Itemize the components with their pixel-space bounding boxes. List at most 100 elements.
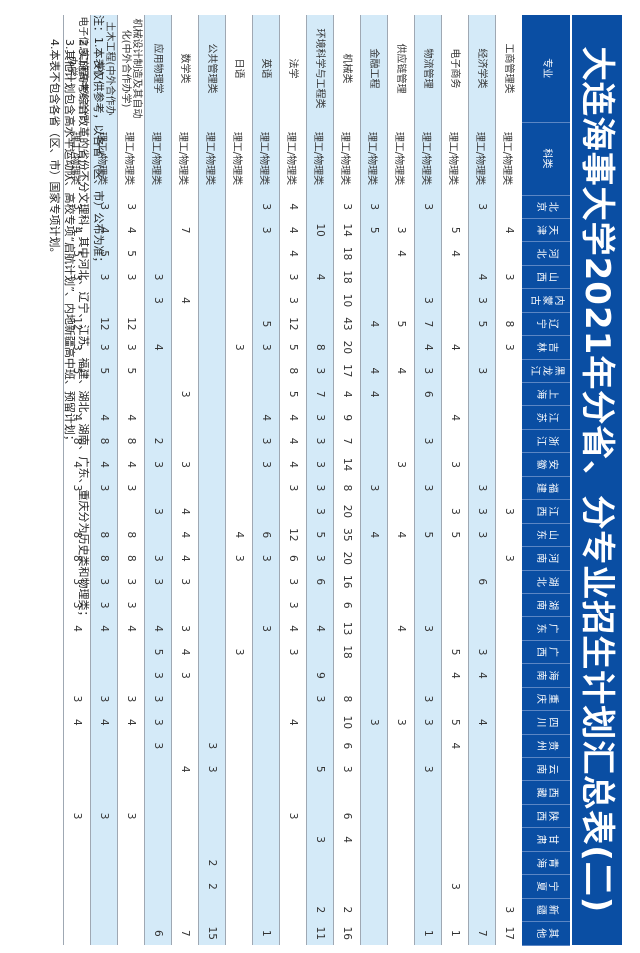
quota-cell: 4	[279, 429, 307, 453]
quota-cell: 11	[306, 921, 334, 945]
quota-cell: 6	[468, 570, 496, 594]
quota-cell: 3	[360, 710, 388, 735]
quota-cell	[387, 405, 415, 430]
quota-cell	[333, 851, 361, 875]
major-cell: 电子商务	[441, 15, 469, 122]
quota-cell	[225, 827, 253, 852]
quota-cell: 3	[441, 874, 469, 899]
quota-cell	[495, 405, 522, 430]
province-label: 福建	[535, 482, 558, 493]
quota-cell: 4	[387, 359, 415, 383]
quota-cell	[414, 570, 442, 594]
quota-cell	[252, 476, 280, 500]
quota-cell	[252, 288, 280, 313]
quota-cell	[117, 874, 145, 899]
quota-cell: 3	[306, 687, 334, 711]
major-cell: 金融工程	[360, 15, 388, 122]
quota-cell: 3	[360, 195, 388, 219]
quota-cell	[225, 757, 253, 781]
quota-cell: 4	[468, 710, 496, 735]
quota-cell	[252, 359, 280, 383]
province-label: 山西	[535, 272, 558, 283]
quota-cell: 17	[495, 921, 522, 945]
quota-cell: 3	[414, 359, 442, 383]
major-cell: 机械设计制造及其自动化(中外合作办学)	[117, 15, 145, 122]
quota-cell: 10	[333, 288, 361, 313]
quota-cell: 4	[171, 288, 199, 313]
quota-cell	[198, 265, 226, 289]
header-province: 宁夏	[522, 874, 570, 899]
quota-cell: 3	[117, 570, 145, 594]
quota-cell	[171, 874, 199, 899]
header-province: 四川	[522, 710, 570, 735]
quota-cell	[333, 780, 361, 805]
quota-cell: 6	[333, 804, 361, 828]
quota-cell	[441, 429, 469, 453]
quota-cell	[225, 663, 253, 688]
quota-cell: 16	[333, 921, 361, 945]
quota-cell	[414, 780, 442, 805]
quota-cell	[198, 429, 226, 453]
quota-cell	[306, 195, 334, 219]
quota-cell	[306, 241, 334, 266]
quota-cell	[468, 827, 496, 852]
quota-cell: 6	[279, 546, 307, 570]
category-cell: 理工/物理类	[333, 122, 361, 195]
quota-cell	[306, 710, 334, 735]
quota-cell	[441, 288, 469, 313]
quota-cell: 7	[468, 921, 496, 945]
category-cell: 理工/物理类	[252, 122, 280, 195]
quota-cell	[387, 757, 415, 781]
header-province: 湖南	[522, 593, 570, 617]
quota-cell: 8	[279, 359, 307, 383]
quota-cell	[360, 546, 388, 570]
quota-cell	[144, 523, 172, 547]
province-label: 重庆	[535, 693, 558, 704]
category-cell: 理工/物理类	[279, 122, 307, 195]
quota-cell	[171, 312, 199, 336]
major-cell: 工商管理类	[495, 15, 522, 122]
quota-cell: 4	[171, 499, 199, 524]
quota-cell	[144, 780, 172, 805]
quota-cell	[198, 195, 226, 219]
quota-cell	[225, 687, 253, 711]
quota-cell	[171, 359, 199, 383]
quota-cell: 4	[279, 241, 307, 266]
quota-cell: 4	[117, 710, 145, 735]
quota-cell	[252, 570, 280, 594]
header-province: 山东	[522, 523, 570, 547]
quota-cell	[360, 241, 388, 266]
province-label: 北京	[535, 201, 558, 212]
province-label: 天津	[535, 225, 558, 236]
quota-cell: 2	[198, 851, 226, 875]
quota-cell	[198, 382, 226, 406]
note-line: 3.其他计划包含高水平运动队、高校专项“启航计划”、内地新疆高中班、预留计划；	[63, 39, 76, 446]
quota-cell	[144, 312, 172, 336]
quota-cell	[171, 734, 199, 758]
province-label: 江西	[535, 506, 558, 517]
quota-cell	[495, 804, 522, 828]
quota-cell	[360, 452, 388, 477]
quota-cell: 3	[117, 335, 145, 360]
quota-cell	[171, 851, 199, 875]
quota-cell	[198, 452, 226, 477]
quota-cell: 3	[171, 452, 199, 477]
quota-cell	[144, 898, 172, 922]
quota-cell	[387, 195, 415, 219]
quota-cell: 15	[198, 921, 226, 945]
quota-cell	[198, 593, 226, 617]
quota-cell	[117, 757, 145, 781]
quota-cell	[360, 687, 388, 711]
header-category: 科类	[522, 122, 570, 195]
quota-cell	[252, 265, 280, 289]
quota-cell: 9	[306, 663, 334, 688]
quota-cell: 3	[387, 452, 415, 477]
quota-cell	[495, 640, 522, 664]
header-province: 吉林	[522, 335, 570, 360]
quota-cell	[279, 780, 307, 805]
quota-cell	[495, 359, 522, 383]
header-province: 黑龙江	[522, 359, 570, 383]
quota-cell	[198, 288, 226, 313]
quota-cell	[360, 429, 388, 453]
quota-cell: 10	[333, 710, 361, 735]
